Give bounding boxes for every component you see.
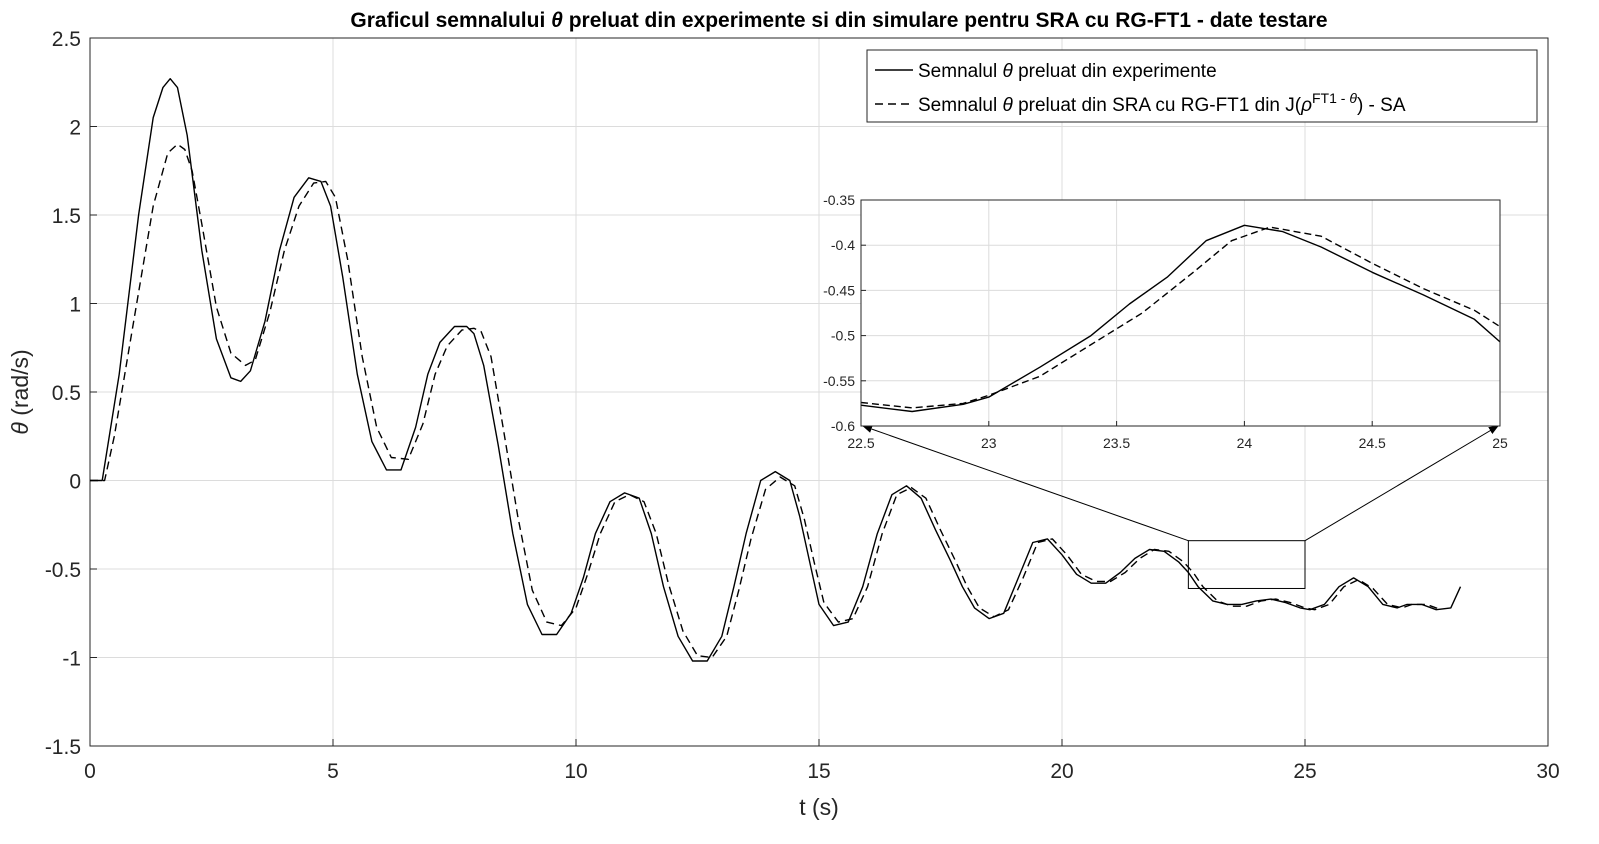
inset-x-tick-label: 22.5 — [847, 435, 874, 451]
zoom-connector-right-arrow — [1304, 425, 1499, 542]
inset-y-tick-label: -0.55 — [823, 373, 855, 389]
inset-y-tick-label: -0.45 — [823, 282, 855, 298]
inset-x-tick-label: 24.5 — [1359, 435, 1386, 451]
legend-label: Semnalul θ preluat din SRA cu RG-FT1 din… — [918, 90, 1406, 116]
legend-label-part: preluat din SRA cu RG-FT1 din J( — [1013, 95, 1302, 116]
inset-series-line-dashed — [860, 226, 1501, 409]
inset-chart: 22.5 23 23.5 24 24.5 25 -0.6 -0.55 -0.5 -0.45 -0.4… — [823, 192, 1508, 451]
y-tick-label: 2.5 — [52, 28, 81, 51]
x-tick-label: 20 — [1050, 760, 1073, 783]
legend-label-part: ρ — [1300, 95, 1312, 116]
series-line-dashed — [90, 143, 1442, 659]
x-tick-label: 25 — [1293, 760, 1316, 783]
y-tick-label: -1 — [62, 648, 81, 671]
y-tick-label: 0.5 — [52, 382, 81, 405]
inset-y-tick-label: -0.35 — [823, 192, 855, 208]
legend-label-part: θ — [1003, 95, 1014, 116]
x-tick-label: 0 — [84, 760, 96, 783]
inset-x-tick-label: 24 — [1237, 435, 1253, 451]
inset-y-tick-label: -0.6 — [831, 418, 855, 434]
x-tick-label: 10 — [564, 760, 587, 783]
x-tick-label: 15 — [807, 760, 830, 783]
x-tick-label: 30 — [1536, 760, 1559, 783]
y-tick-label: -1.5 — [45, 736, 81, 759]
zoom-box — [1187, 540, 1306, 589]
legend-label-part: Semnalul — [918, 61, 1003, 82]
inset-x-tick-label: 23.5 — [1103, 435, 1130, 451]
legend-label-part: θ — [1349, 90, 1357, 106]
inset-frame — [860, 199, 1501, 427]
y-axis-ticks: -1.5 -1 -0.5 0 0.5 1 1.5 2 2.5 — [45, 28, 97, 759]
x-tick-label: 5 — [327, 760, 339, 783]
legend-label-part: preluat din experimente — [1013, 61, 1217, 82]
legend-label-part: θ — [1003, 61, 1014, 82]
y-tick-label: 2 — [69, 117, 81, 140]
main-series — [90, 78, 1462, 662]
inset-series-line-solid — [860, 224, 1501, 413]
x-axis-label: t (s) — [799, 794, 839, 820]
zoom-indicator — [862, 425, 1499, 589]
inset-background — [861, 200, 1500, 426]
x-axis-ticks: 0 5 10 15 20 25 30 — [84, 739, 1560, 783]
y-tick-label: -0.5 — [45, 559, 81, 582]
chart-title: Graficul semnalului θ preluat din experi… — [350, 9, 1327, 32]
inset-x-tick-label: 25 — [1492, 435, 1508, 451]
y-axis-label: θ (rad/s) — [7, 349, 33, 434]
y-tick-label: 0 — [69, 471, 81, 494]
legend-label-part: Semnalul — [918, 95, 1003, 116]
zoom-connector-left-arrow — [862, 425, 1189, 542]
legend-label-part: ) - SA — [1357, 95, 1406, 116]
inset-y-tick-label: -0.5 — [831, 328, 855, 344]
legend-label: Semnalul θ preluat din experimente — [918, 61, 1217, 82]
legend-label-part: FT1 - — [1312, 90, 1349, 106]
legend-box — [866, 49, 1538, 123]
inset-x-tick-label: 23 — [981, 435, 997, 451]
legend: Semnalul θ preluat din experimenteSemnal… — [866, 49, 1538, 123]
y-tick-label: 1.5 — [52, 205, 81, 228]
y-tick-label: 1 — [69, 294, 81, 317]
inset-y-tick-label: -0.4 — [831, 237, 855, 253]
